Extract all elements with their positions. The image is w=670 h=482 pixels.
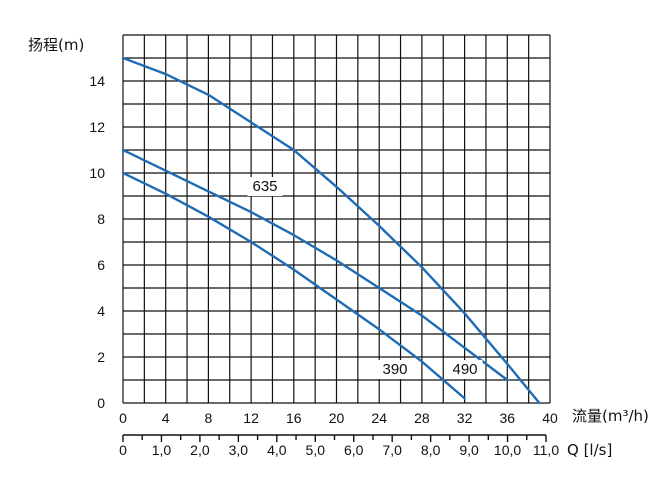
x-tick-label: 24 bbox=[371, 410, 387, 426]
y-tick-label: 4 bbox=[97, 303, 105, 319]
secondary-x-tick-label: 2,0 bbox=[190, 442, 210, 458]
x-tick-label: 36 bbox=[500, 410, 516, 426]
curve-635 bbox=[121, 56, 541, 405]
x-tick-label: 12 bbox=[243, 410, 259, 426]
curve-label-background bbox=[377, 360, 413, 379]
x-tick-label: 8 bbox=[205, 410, 213, 426]
secondary-x-tick-label: 0 bbox=[119, 442, 127, 458]
x-tick-label: 40 bbox=[542, 410, 558, 426]
y-tick-label: 0 bbox=[97, 395, 105, 411]
curve-label-text: 635 bbox=[252, 178, 277, 195]
curve-label-background bbox=[447, 360, 483, 379]
secondary-x-tick-label: 11,0 bbox=[533, 442, 559, 458]
secondary-x-tick-label: 5,0 bbox=[306, 442, 326, 458]
curve-label-text: 390 bbox=[382, 361, 407, 378]
secondary-x-tick-label: 7,0 bbox=[382, 442, 402, 458]
x-tick-label: 16 bbox=[286, 410, 302, 426]
curve-label-490: 490 bbox=[447, 360, 483, 379]
curve-label-text: 490 bbox=[452, 361, 477, 378]
y-tick-label: 6 bbox=[97, 257, 105, 273]
y-tick-label: 2 bbox=[97, 349, 105, 365]
curve-label-background bbox=[247, 177, 283, 196]
y-tick-label: 8 bbox=[97, 211, 105, 227]
x-tick-label: 0 bbox=[119, 410, 127, 426]
x-tick-label: 4 bbox=[162, 410, 170, 426]
secondary-x-tick-label: 3,0 bbox=[229, 442, 249, 458]
secondary-x-tick-label: 6,0 bbox=[344, 442, 364, 458]
curve-label-390: 390 bbox=[377, 360, 413, 379]
secondary-x-axis: 0 1,0 2,0 3,0 4,0 5,0 6,0 7,0 8,0 9,0 10,0 11,0 bbox=[119, 434, 559, 458]
x-axis-title: 流量(m³/h) bbox=[572, 407, 649, 425]
y-tick-label: 12 bbox=[89, 119, 105, 135]
secondary-x-tick-label: 4,0 bbox=[267, 442, 287, 458]
y-axis-title: 扬程(m) bbox=[28, 36, 84, 54]
y-tick-label: 14 bbox=[89, 73, 105, 89]
secondary-x-tick-label: 9,0 bbox=[459, 442, 479, 458]
x-tick-label: 28 bbox=[414, 410, 430, 426]
curve-label-635: 635 bbox=[247, 177, 283, 196]
x-tick-label: 32 bbox=[457, 410, 473, 426]
secondary-x-tick-label: 8,0 bbox=[421, 442, 441, 458]
secondary-x-tick-label: 10,0 bbox=[494, 442, 521, 458]
curves: 635 490 390 bbox=[121, 56, 541, 405]
curve-490 bbox=[121, 148, 509, 382]
x-tick-label: 20 bbox=[329, 410, 345, 426]
y-tick-label: 10 bbox=[89, 165, 105, 181]
curve-390 bbox=[121, 171, 466, 400]
secondary-x-axis-title: Q [l/s] bbox=[567, 441, 612, 459]
secondary-x-tick-label: 1,0 bbox=[152, 442, 172, 458]
grid bbox=[122, 34, 551, 404]
